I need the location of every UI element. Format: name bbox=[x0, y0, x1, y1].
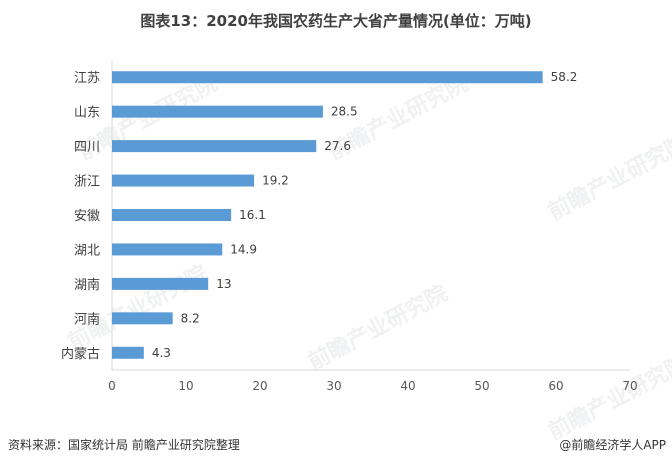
category-label: 河南 bbox=[74, 311, 100, 327]
x-tick-label: 70 bbox=[622, 379, 637, 393]
category-label: 四川 bbox=[74, 140, 100, 155]
x-tick-label: 30 bbox=[326, 379, 341, 393]
category-label: 浙江 bbox=[74, 175, 100, 190]
data-label: 28.5 bbox=[331, 105, 358, 119]
bar bbox=[112, 209, 232, 221]
data-label: 13 bbox=[216, 277, 231, 291]
x-tick-label: 10 bbox=[178, 379, 193, 393]
bar bbox=[112, 312, 173, 325]
data-label: 16.1 bbox=[239, 208, 266, 222]
source-note: 资料来源：国家统计局 前瞻产业研究院整理 bbox=[8, 438, 240, 452]
category-label: 山东 bbox=[74, 106, 100, 121]
category-label: 湖南 bbox=[74, 277, 100, 293]
bar bbox=[112, 71, 543, 84]
data-label: 4.3 bbox=[152, 346, 171, 360]
category-label: 安徽 bbox=[74, 209, 100, 224]
x-tick-label: 40 bbox=[400, 379, 415, 393]
bar bbox=[112, 277, 209, 290]
bar bbox=[112, 174, 255, 187]
category-label: 湖北 bbox=[74, 243, 100, 258]
data-label: 8.2 bbox=[181, 311, 200, 325]
x-tick-label: 50 bbox=[474, 379, 489, 393]
data-label: 19.2 bbox=[262, 174, 289, 188]
bar bbox=[112, 243, 223, 256]
bar bbox=[112, 105, 323, 118]
category-label: 内蒙古 bbox=[61, 346, 100, 362]
category-label: 江苏 bbox=[74, 70, 100, 86]
brand-credit: @前瞻经济学人APP bbox=[559, 438, 666, 452]
x-tick-label: 20 bbox=[252, 379, 267, 393]
data-label: 58.2 bbox=[551, 70, 578, 84]
x-tick-label: 0 bbox=[108, 379, 116, 393]
chart-title: 图表13：2020年我国农药生产大省产量情况(单位：万吨) bbox=[140, 12, 532, 30]
data-label: 27.6 bbox=[324, 139, 351, 153]
data-label: 14.9 bbox=[230, 242, 257, 256]
bar bbox=[112, 346, 144, 359]
x-tick-label: 60 bbox=[548, 379, 563, 393]
bar bbox=[112, 140, 317, 153]
